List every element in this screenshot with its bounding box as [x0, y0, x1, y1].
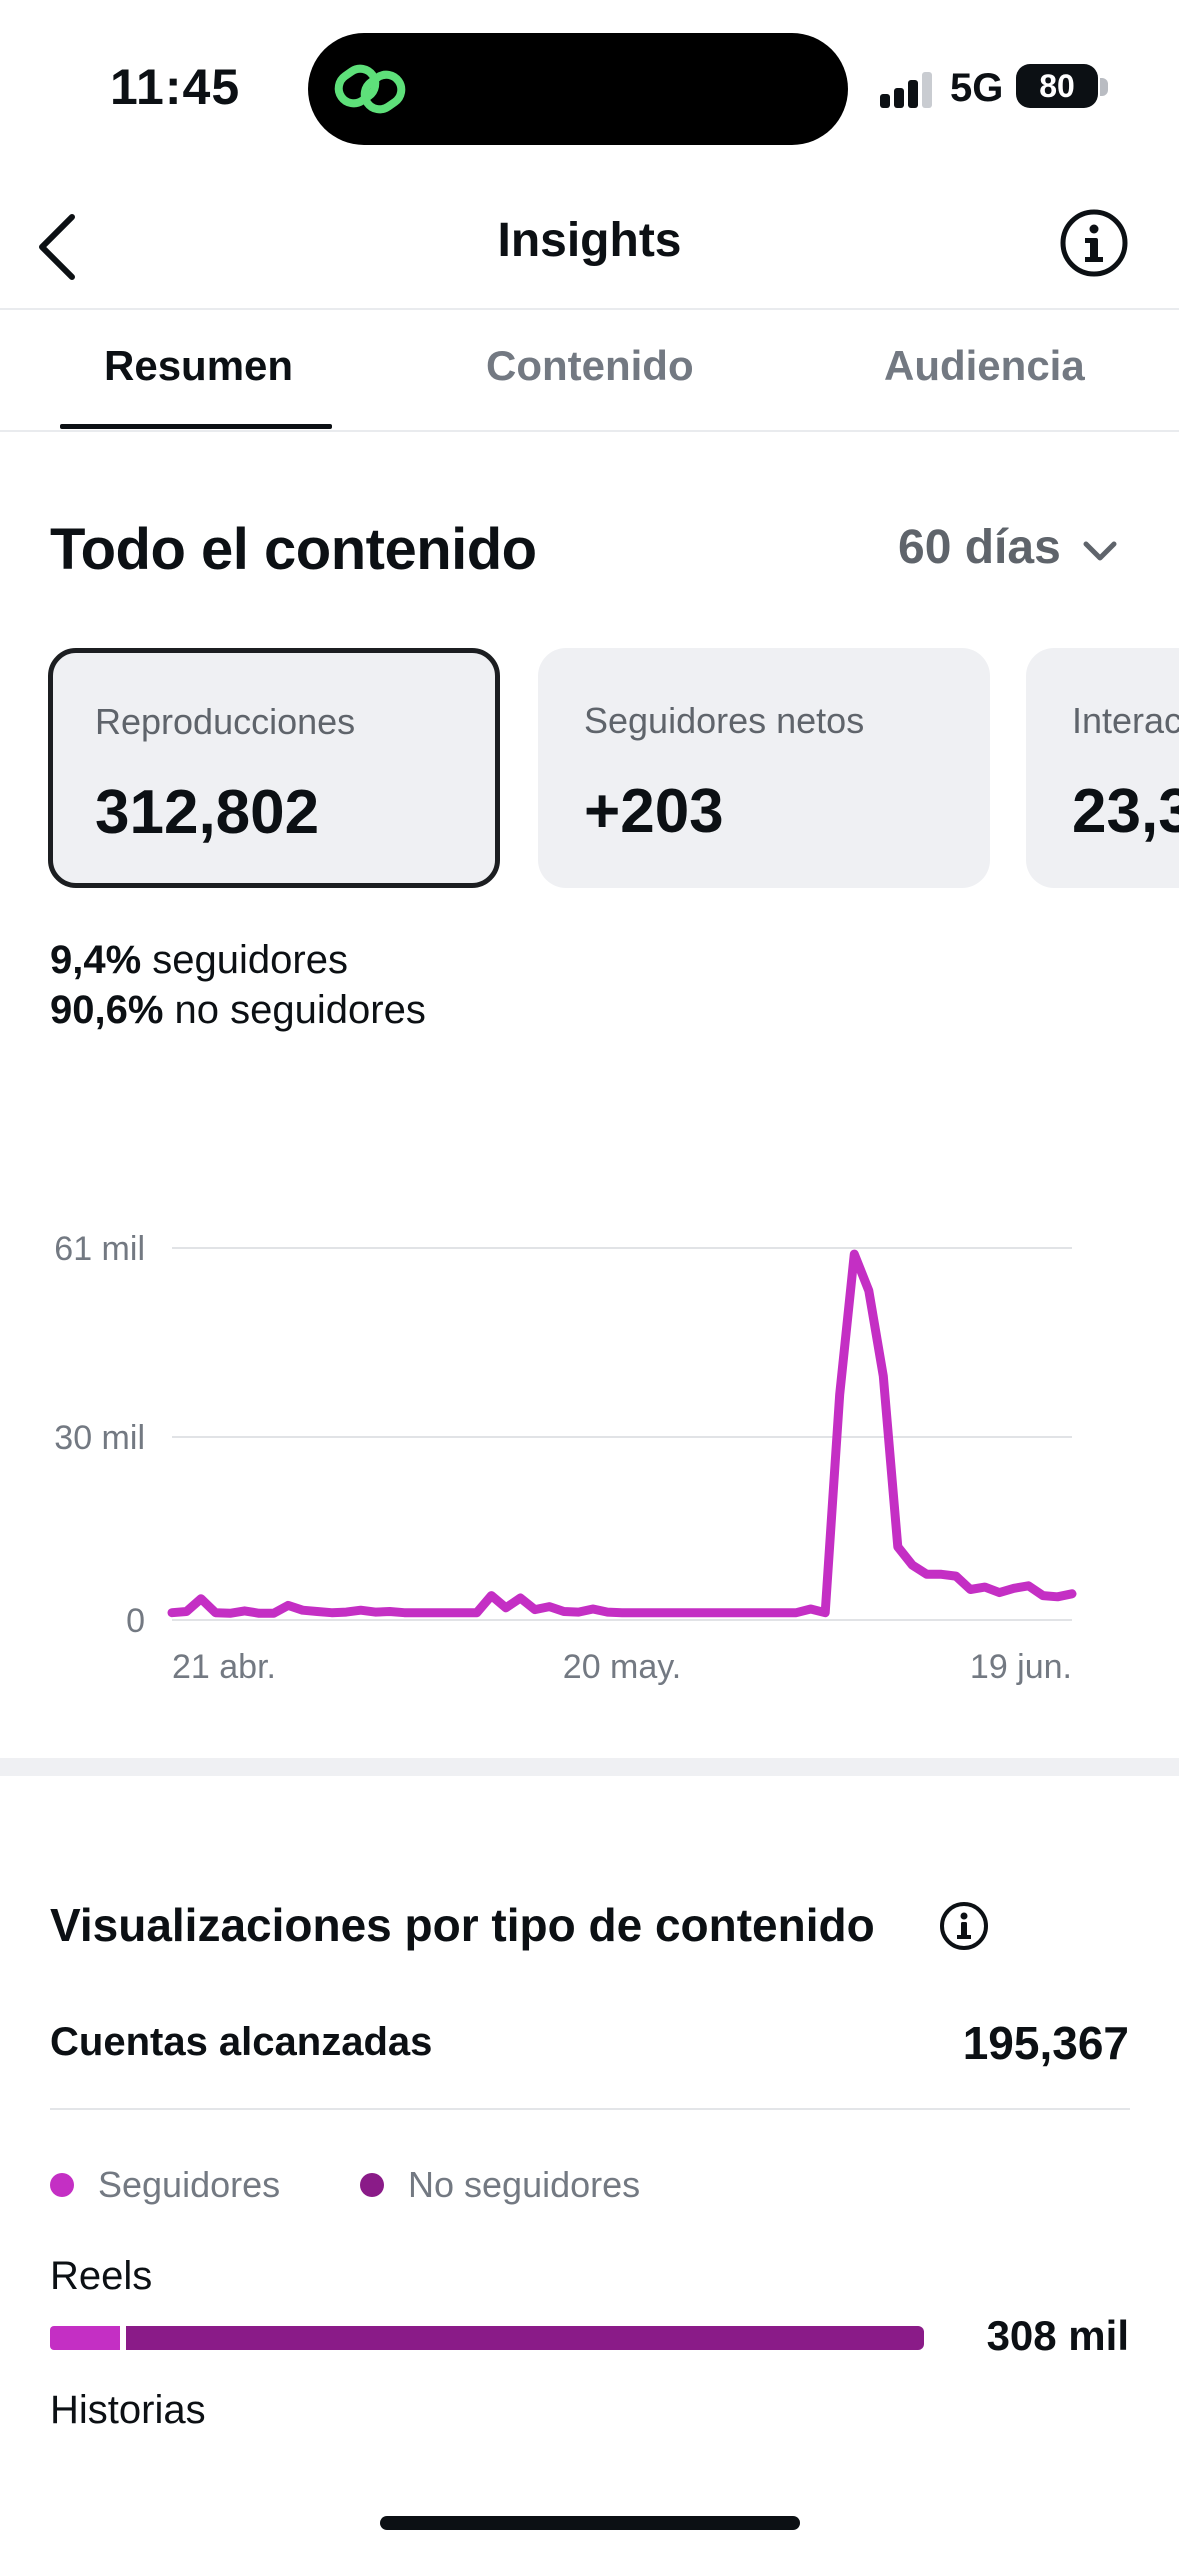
- split-non-followers: 90,6% no seguidores: [50, 988, 426, 1033]
- split-label: no seguidores: [174, 988, 426, 1032]
- row-label-historias: Historias: [50, 2388, 206, 2432]
- metric-value: 312,802: [95, 778, 320, 847]
- dynamic-island: [308, 33, 848, 145]
- legend-non-followers: No seguidores: [360, 2160, 640, 2210]
- status-time: 11:45: [110, 59, 241, 115]
- tab-audiencia[interactable]: Audiencia: [884, 342, 1085, 389]
- metric-card-reproducciones[interactable]: Reproducciones 312,802: [48, 648, 500, 888]
- series-line: [167, 1249, 1077, 1618]
- y-tick-label: 61 mil: [54, 1230, 145, 1268]
- metric-label: Reproducciones: [95, 701, 356, 742]
- reels-value: 308 mil: [986, 2312, 1129, 2359]
- split-pct: 9,4%: [50, 938, 142, 982]
- metric-card-interacciones[interactable]: Interacciones 23,3: [1026, 648, 1179, 888]
- metric-value: 23,3: [1072, 777, 1179, 846]
- battery-icon: 80: [1016, 64, 1098, 108]
- split-followers: 9,4% seguidores: [50, 938, 348, 983]
- tab-contenido[interactable]: Contenido: [486, 342, 694, 389]
- x-tick-label: 19 jun.: [970, 1648, 1072, 1686]
- tab-bar: Resumen Contenido Audiencia: [0, 312, 1179, 432]
- battery-cap: [1100, 78, 1108, 96]
- views-line-chart: 61 mil 30 mil 0 21 abr. 20 may. 19 jun.: [54, 1230, 1077, 1686]
- metric-card-seguidores-netos[interactable]: Seguidores netos +203: [538, 648, 990, 888]
- section-divider: [0, 1758, 1179, 1776]
- divider: [50, 2108, 1130, 2110]
- info-icon[interactable]: [938, 1900, 990, 1952]
- signal-icon: [880, 72, 932, 108]
- date-range-selector[interactable]: 60 días: [898, 521, 1061, 574]
- active-tab-indicator: [60, 424, 332, 429]
- content-views-title: Visualizaciones por tipo de contenido: [50, 1899, 875, 1951]
- legend-label: No seguidores: [408, 2164, 641, 2205]
- reels-bar-non-followers: [126, 2326, 924, 2350]
- legend-followers: Seguidores: [50, 2160, 280, 2210]
- x-tick-label: 20 may.: [563, 1648, 681, 1686]
- status-bar: 11:45 5G 80: [0, 0, 1179, 170]
- section-title: Todo el contenido: [50, 517, 537, 582]
- split-pct: 90,6%: [50, 988, 164, 1032]
- nav-bar: Insights: [0, 185, 1179, 310]
- y-tick-label: 0: [126, 1602, 145, 1640]
- home-indicator: [380, 2516, 800, 2530]
- page-title: Insights: [497, 214, 682, 267]
- reels-bar-followers: [50, 2326, 120, 2350]
- metric-label: Interacciones: [1072, 700, 1179, 741]
- info-icon[interactable]: [1058, 207, 1130, 279]
- link-icon: [334, 64, 406, 114]
- metric-value: +203: [584, 777, 724, 846]
- metric-label: Seguidores netos: [584, 700, 865, 741]
- back-chevron-icon[interactable]: [30, 207, 90, 287]
- legend-dot: [50, 2173, 74, 2197]
- y-tick-label: 30 mil: [54, 1419, 145, 1457]
- reach-label: Cuentas alcanzadas: [50, 2020, 433, 2064]
- chevron-down-icon[interactable]: [1080, 538, 1120, 564]
- reels-bar: [50, 2326, 924, 2350]
- split-label: seguidores: [152, 938, 348, 982]
- x-tick-label: 21 abr.: [172, 1648, 276, 1686]
- row-label-reels: Reels: [50, 2254, 153, 2298]
- reach-value: 195,367: [962, 2017, 1129, 2069]
- tab-resumen[interactable]: Resumen: [104, 342, 294, 389]
- network-type: 5G: [950, 66, 1004, 110]
- legend-dot: [360, 2173, 384, 2197]
- legend-label: Seguidores: [98, 2164, 281, 2205]
